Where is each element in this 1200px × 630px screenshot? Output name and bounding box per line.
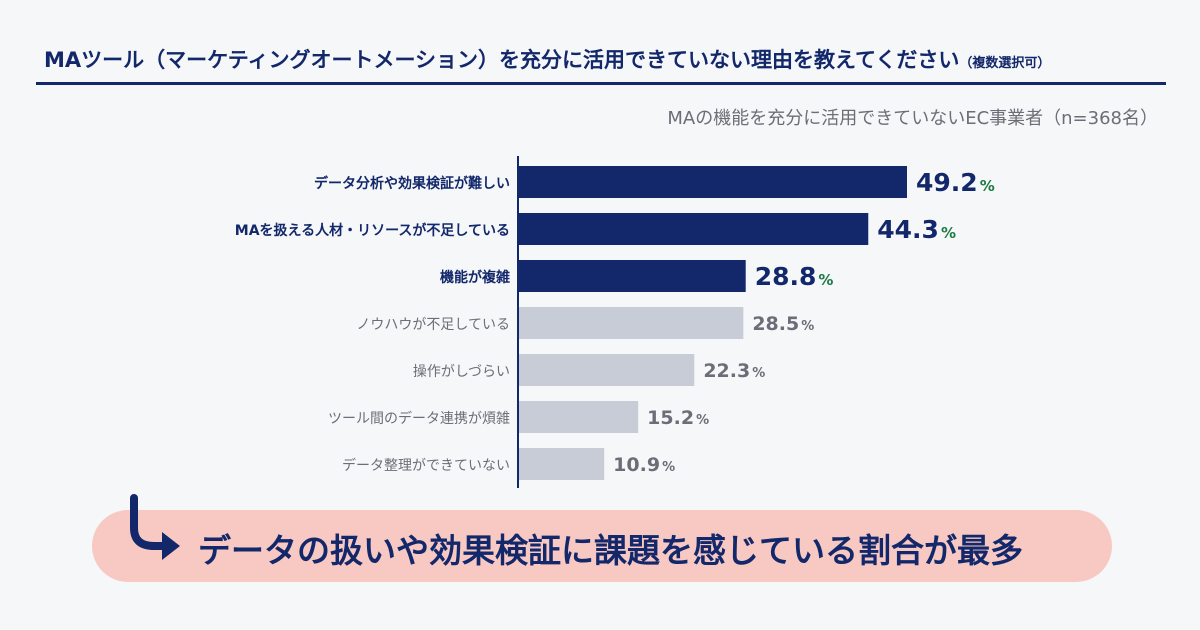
bar: [518, 166, 907, 198]
chart-title-note: （複数選択可）: [959, 56, 1051, 71]
bar: [518, 307, 744, 339]
title-bar: MAツール（マーケティングオートメーション）を充分に活用できていない理由を教えて…: [36, 44, 1166, 85]
bar: [518, 448, 605, 480]
value-label: 49.2%: [916, 168, 995, 197]
value-label: 10.9%: [613, 454, 675, 476]
category-label: MAを扱える人材・リソースが不足している: [235, 222, 510, 239]
value-label: 28.8%: [755, 262, 834, 291]
chart-subtitle: MAの機能を充分に活用できていないEC事業者（n=368名）: [667, 108, 1158, 129]
value-unit: %: [696, 413, 709, 428]
chart-title-text: MAツール（マーケティングオートメーション）を充分に活用できていない理由を教えて…: [44, 48, 960, 72]
category-label: データ整理ができていない: [342, 457, 510, 474]
value-unit: %: [941, 224, 956, 242]
bar: [518, 354, 695, 386]
value-label: 28.5%: [752, 313, 814, 335]
callout-box: データの扱いや効果検証に課題を感じている割合が最多: [92, 510, 1112, 582]
bar: [518, 260, 746, 292]
bar: [518, 213, 869, 245]
category-label: 操作がしづらい: [413, 364, 510, 380]
category-label: ツール間のデータ連携が煩雑: [328, 410, 510, 427]
value-unit: %: [818, 271, 833, 289]
value-unit: %: [662, 460, 675, 475]
value-unit: %: [801, 319, 814, 334]
value-unit: %: [752, 366, 765, 381]
category-label: ノウハウが不足している: [356, 317, 510, 333]
bar: [518, 401, 639, 433]
value-unit: %: [980, 177, 995, 195]
curved-arrow-icon: [130, 494, 180, 560]
value-label: 22.3%: [703, 360, 765, 382]
value-label: 15.2%: [647, 407, 709, 429]
bar-chart: データ分析や効果検証が難しい 49.2 % MAを扱える人材・リソースが不足している 4…: [235, 156, 995, 488]
chart-title: MAツール（マーケティングオートメーション）を充分に活用できていない理由を教えて…: [36, 44, 1166, 74]
callout-text: データの扱いや効果検証に課題を感じている割合が最多: [198, 531, 1023, 570]
value-label: 44.3%: [877, 215, 956, 244]
category-label: データ分析や効果検証が難しい: [314, 175, 510, 192]
category-label: 機能が複雑: [440, 269, 510, 286]
